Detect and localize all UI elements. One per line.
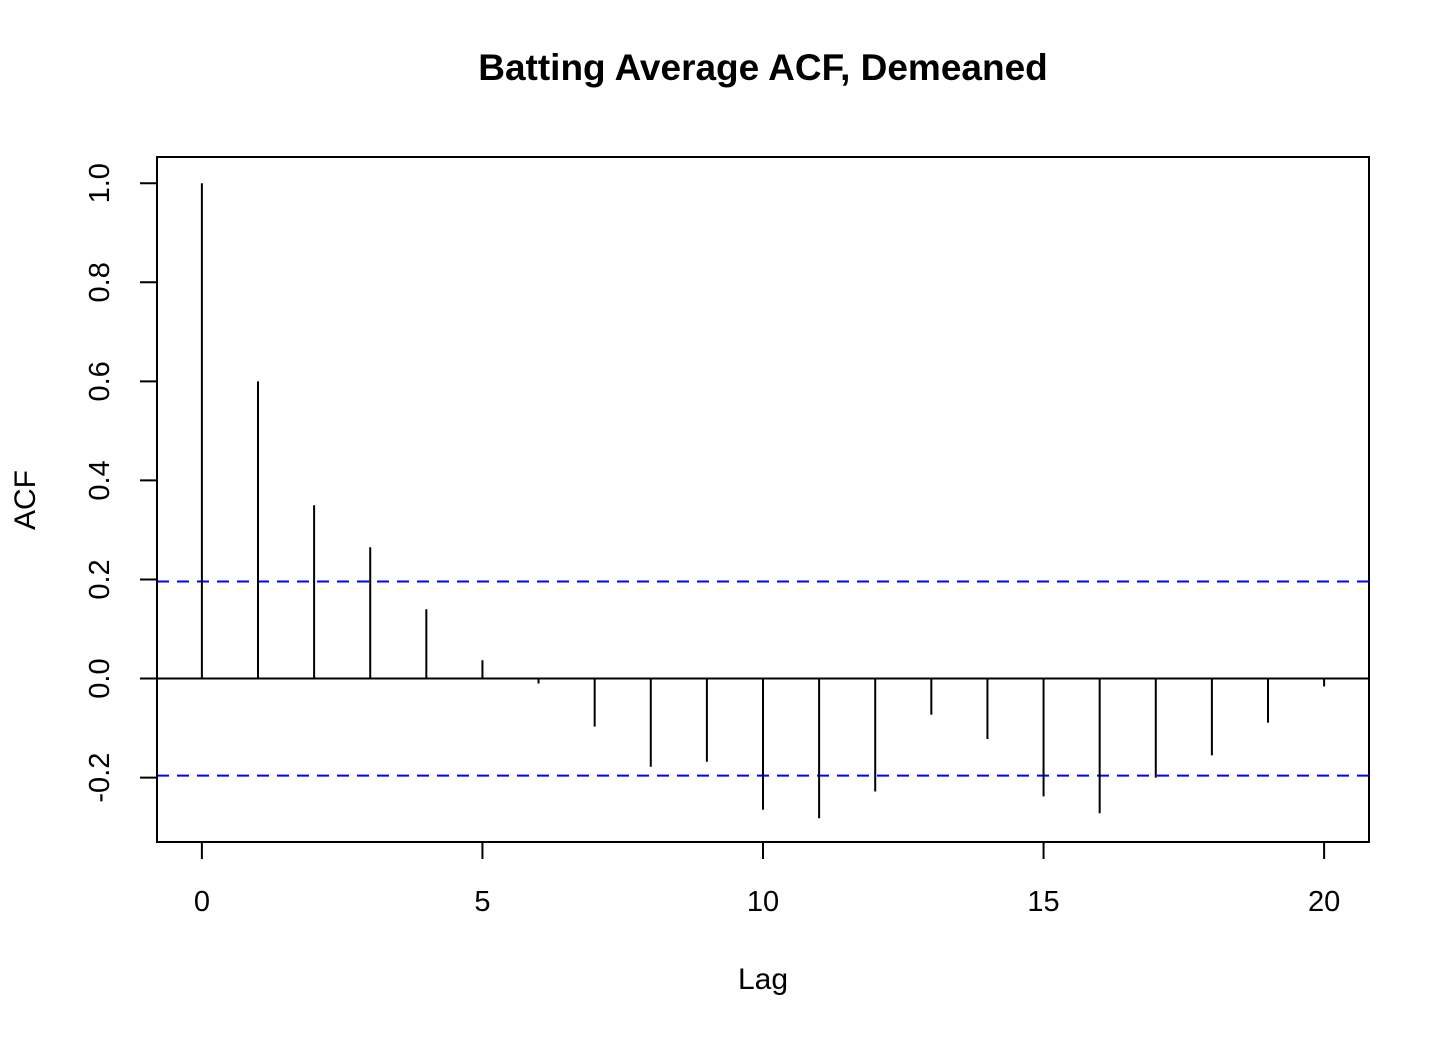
y-tick-label-1.0: 1.0: [84, 163, 116, 203]
y-axis: -0.2 0.0 0.2 0.4 0.6 0.8 1.0: [84, 163, 158, 803]
x-tick-label-15: 15: [1027, 886, 1059, 918]
x-tick-label-20: 20: [1308, 886, 1340, 918]
y-tick-label-0.8: 0.8: [84, 262, 116, 302]
x-tick-label-5: 5: [474, 886, 490, 918]
chart-marks: [157, 183, 1369, 819]
chart-title: Batting Average ACF, Demeaned: [478, 47, 1048, 88]
x-axis-label: Lag: [738, 963, 788, 996]
x-axis: 0 5 10 15 20: [194, 841, 1340, 918]
y-tick-label-0.4: 0.4: [84, 460, 116, 500]
x-tick-label-0: 0: [194, 886, 210, 918]
x-tick-label-10: 10: [747, 886, 779, 918]
y-tick-label-0.6: 0.6: [84, 361, 116, 401]
y-axis-label: ACF: [9, 470, 42, 530]
y-tick-label--0.2: -0.2: [84, 753, 116, 803]
y-tick-label-0.2: 0.2: [84, 559, 116, 599]
y-tick-label-0.0: 0.0: [84, 658, 116, 698]
